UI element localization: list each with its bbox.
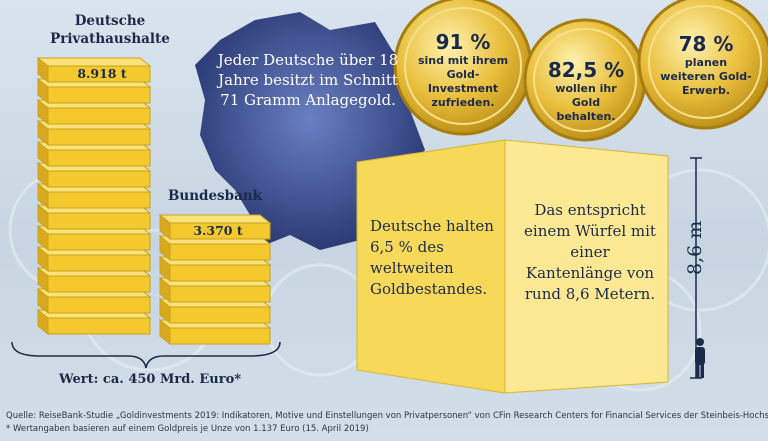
total-value: Wert: ca. 450 Mrd. Euro* <box>58 372 242 387</box>
households-amount: 8.918 t <box>77 66 127 81</box>
household-bar <box>36 182 152 210</box>
coin-1-pct: 91 % <box>435 30 491 54</box>
household-bar <box>36 56 152 84</box>
germany-text: Jeder Deutsche über 18 Jahre besitzt im … <box>217 51 399 109</box>
bundesbank-bar <box>158 297 272 325</box>
bundesbank-bar <box>158 318 272 346</box>
footer-note: * Wertangaben basieren auf einem Goldpre… <box>6 424 369 434</box>
bundesbank-bar <box>158 213 272 241</box>
household-bar <box>36 98 152 126</box>
coin-3-pct: 78 % <box>678 32 734 56</box>
coin-3-desc: planen weiteren Gold-Erwerb. <box>660 56 752 97</box>
coin-1-desc: sind mit ihrem Gold-Investment zufrieden… <box>417 54 509 109</box>
bundesbank-title: Bundesbank <box>167 188 263 204</box>
brace-icon <box>11 341 281 369</box>
household-bar <box>36 203 152 231</box>
bundesbank-bar <box>158 255 272 283</box>
household-bar <box>36 77 152 105</box>
person-silhouette-icon <box>695 338 705 378</box>
coin-2-text: 82,5 % wollen ihr Gold behalten. <box>543 58 629 124</box>
coin-2-pct: 82,5 % <box>547 58 625 82</box>
bundesbank-amount: 3.370 t <box>193 223 243 238</box>
footer-source: Quelle: ReiseBank-Studie „Goldinvestment… <box>6 411 768 421</box>
coin-3-text: 78 % planen weiteren Gold-Erwerb. <box>660 32 752 98</box>
household-bar <box>36 266 152 294</box>
household-bar <box>36 308 152 336</box>
households-title: Deutsche Privathaushalte <box>50 13 170 47</box>
cube-left-text: Deutsche halten 6,5 % des weltweiten Gol… <box>370 217 494 298</box>
coin-3 <box>637 0 768 130</box>
household-bar <box>36 245 152 273</box>
coin-1-text: 91 % sind mit ihrem Gold-Investment zufr… <box>415 30 511 110</box>
bundesbank-bar <box>158 234 272 262</box>
household-bar <box>36 224 152 252</box>
household-bar <box>36 161 152 189</box>
household-bar <box>36 119 152 147</box>
bundesbank-bar <box>158 276 272 304</box>
cube-right-text: Das entspricht einem Würfel mit einer Ka… <box>524 201 656 303</box>
coin-2-desc: wollen ihr Gold behalten. <box>555 82 617 123</box>
household-bar <box>36 287 152 315</box>
household-bar <box>36 140 152 168</box>
cube-right-face <box>504 139 669 394</box>
cube-measure: 8,6 m <box>684 220 706 275</box>
